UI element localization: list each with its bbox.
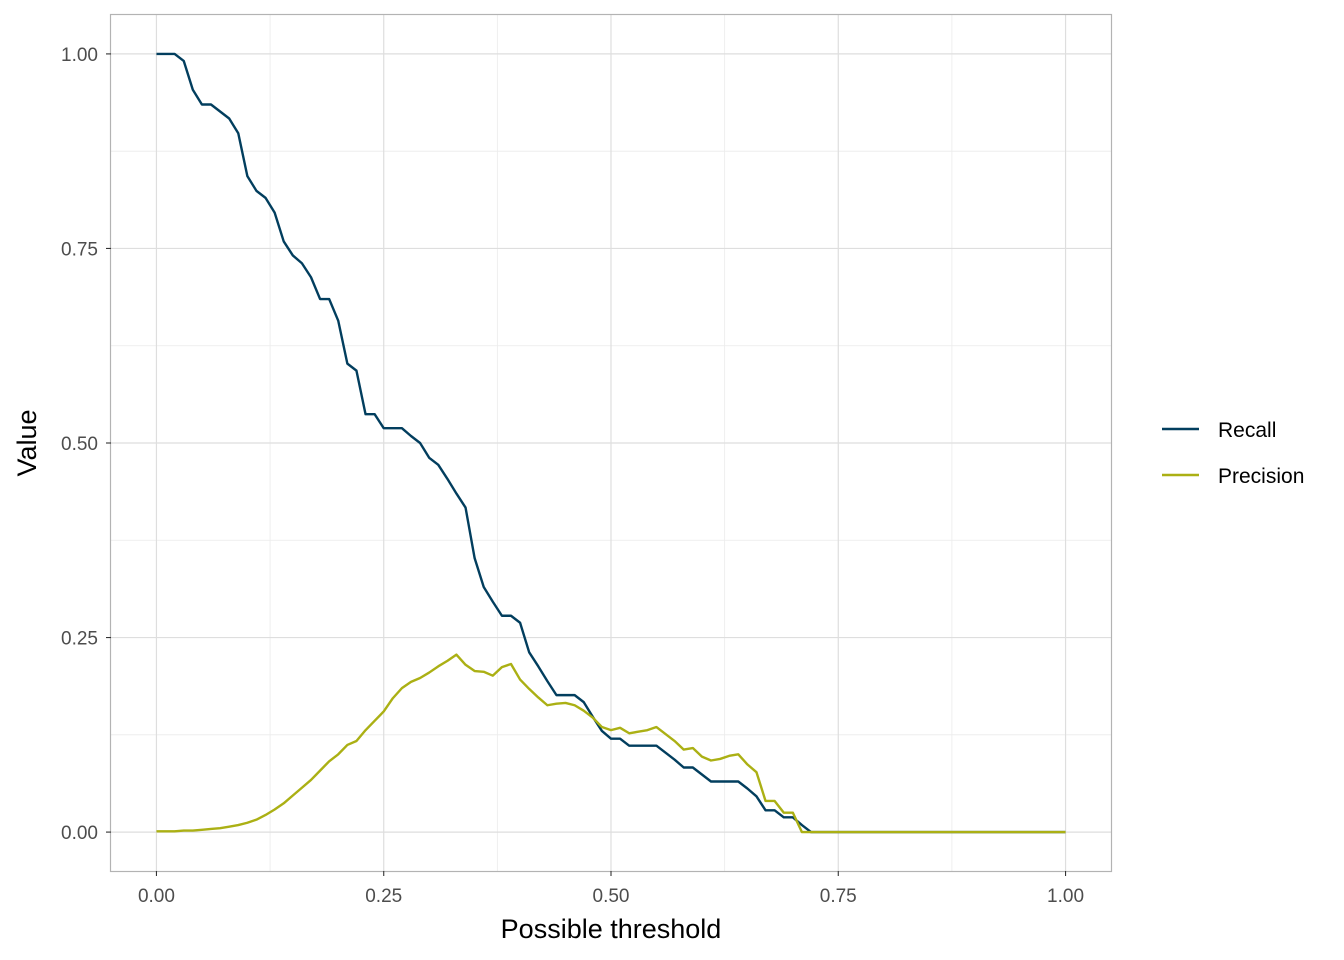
x-tick-label: 0.75: [820, 886, 857, 907]
y-tick-label: 1.00: [61, 45, 98, 66]
y-tick-label: 0.00: [61, 823, 98, 844]
y-tick-label: 0.75: [61, 239, 98, 260]
y-tick-label: 0.25: [61, 629, 98, 650]
x-tick-label: 1.00: [1047, 886, 1084, 907]
y-axis: 0.00 0.25 0.50 0.75 1.00: [61, 45, 111, 844]
series-line-precision: [156, 653, 1066, 834]
legend: Recall Precision: [1162, 419, 1304, 488]
y-axis-title: Value: [12, 409, 42, 476]
y-tick-label: 0.50: [61, 434, 98, 455]
series-lines: [156, 52, 1066, 834]
x-tick-label: 0.25: [365, 886, 402, 907]
x-axis-title: Possible threshold: [501, 914, 722, 944]
x-tick-label: 0.50: [593, 886, 630, 907]
x-axis: 0.00 0.25 0.50 0.75 1.00: [138, 871, 1084, 907]
x-tick-label: 0.00: [138, 886, 175, 907]
legend-label-precision: Precision: [1218, 465, 1304, 488]
legend-label-recall: Recall: [1218, 419, 1276, 442]
